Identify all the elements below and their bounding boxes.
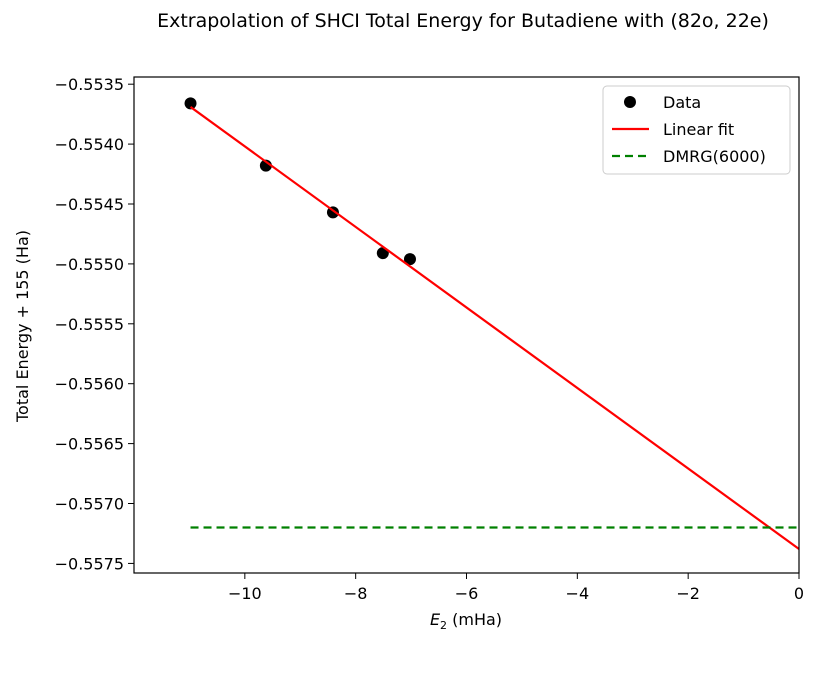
y-tick-label: −0.5570 (55, 495, 124, 514)
x-tick-label: −8 (344, 584, 368, 603)
chart-title: Extrapolation of SHCI Total Energy for B… (157, 10, 769, 32)
x-tick-label: −6 (455, 584, 479, 603)
y-tick-label: −0.5565 (55, 435, 124, 454)
y-tick-label: −0.5555 (55, 315, 124, 334)
plot-area: −10 −8 −6 −4 −2 0 −0.5535 −0.5540 −0.5545 −0.5550… (55, 75, 804, 603)
x-tick-label: −10 (228, 584, 262, 603)
y-tick-label: −0.5550 (55, 255, 124, 274)
y-tick-label: −0.5535 (55, 75, 124, 94)
legend-marker-data (624, 96, 636, 108)
data-point (403, 253, 416, 266)
y-axis-label: Total Energy + 155 (Ha) (13, 230, 32, 423)
x-tick-label: −4 (566, 584, 590, 603)
legend-label: DMRG(6000) (663, 147, 766, 166)
x-tick-label: 0 (794, 584, 804, 603)
x-axis-label-subscript: 2 (440, 619, 447, 632)
linear-fit-line (189, 106, 800, 550)
y-tick-label: −0.5575 (55, 554, 124, 573)
y-tick-label: −0.5545 (55, 195, 124, 214)
legend-label: Data (663, 93, 701, 112)
legend-box (602, 85, 791, 175)
x-tick-label: −2 (676, 584, 700, 603)
data-point (184, 97, 197, 110)
y-tick-label: −0.5560 (55, 375, 124, 394)
x-axis-label-units: (mHa) (447, 610, 502, 629)
y-tick-label: −0.5540 (55, 135, 124, 154)
x-axis-label: E2 (mHa) (430, 610, 502, 632)
legend-label: Linear fit (663, 120, 734, 139)
legend: Data Linear fit DMRG(6000) (602, 85, 791, 175)
x-axis-label-symbol: E (430, 610, 441, 629)
